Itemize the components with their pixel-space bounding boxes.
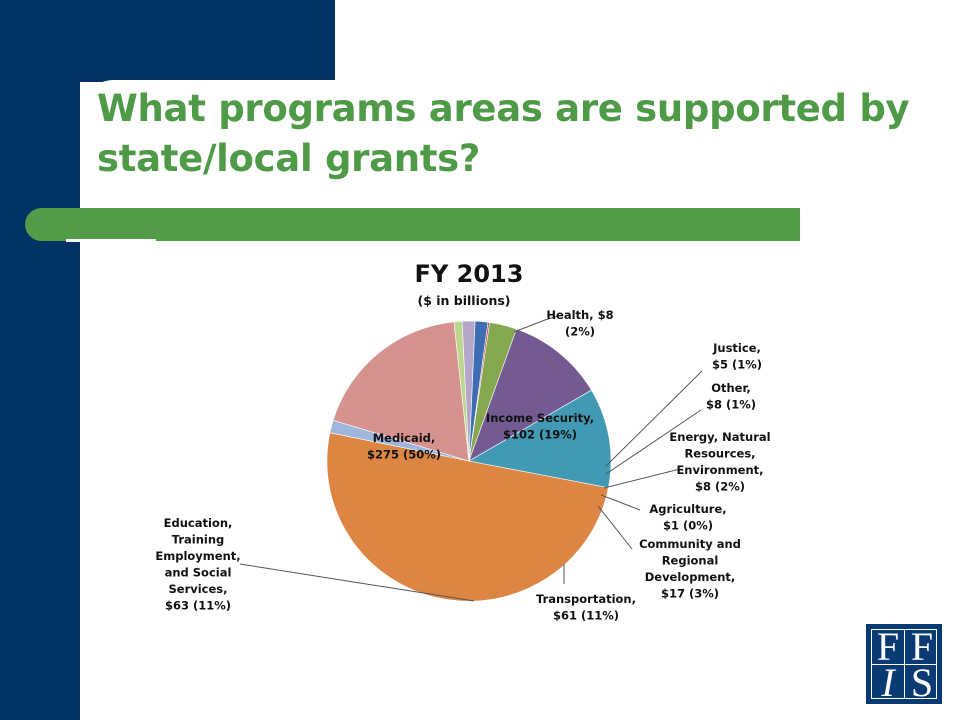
data-label-education-training-employment-and-social-services: Education, Training Employment, and Social S… bbox=[155, 516, 240, 613]
data-label-transportation: Transportation, $61 (11%) bbox=[536, 592, 636, 623]
data-label-line: $8 (2%) bbox=[695, 480, 745, 494]
data-label-income-security: Income Security, $102 (19%) bbox=[486, 411, 594, 442]
sidebar-navy-band bbox=[0, 0, 80, 720]
green-divider-bar bbox=[25, 208, 800, 241]
leader-line-education-training-employment-and-social-services bbox=[239, 563, 475, 602]
chart-title: FY 2013 bbox=[415, 260, 524, 288]
data-label-line: $8 (1%) bbox=[706, 398, 756, 412]
leader-line-other bbox=[605, 409, 702, 475]
data-label-line: Development, bbox=[645, 570, 736, 584]
data-label-line: Community and bbox=[639, 537, 741, 551]
data-label-line: Justice, bbox=[712, 341, 761, 355]
pie-slice-income-security bbox=[332, 321, 470, 462]
pie-slice-education-training-employment-and-social-services bbox=[468, 389, 612, 489]
logo-letter: F bbox=[876, 624, 900, 669]
data-label-line: Training bbox=[172, 533, 225, 547]
data-label-community-and-regional-development: Community and Regional Development, $17 (3%… bbox=[639, 537, 741, 601]
logo-letter: F bbox=[910, 624, 934, 669]
slide-title: What programs areas are supported by sta… bbox=[97, 87, 910, 180]
data-label-line: Other, bbox=[711, 381, 751, 395]
data-label-line: Environment, bbox=[676, 463, 763, 477]
data-label-line: and Social bbox=[165, 566, 232, 580]
logo-letter: I bbox=[881, 660, 895, 705]
data-label-energy-natural-resources-environment: Energy, Natural Resources, Environment, $8 … bbox=[669, 430, 770, 494]
leader-line-health bbox=[513, 315, 559, 333]
logo-letter: S bbox=[910, 660, 934, 705]
data-label-health: Health, $8 (2%) bbox=[546, 308, 613, 339]
data-label-other: Other, $8 (1%) bbox=[706, 381, 756, 412]
data-label-line: $1 (0%) bbox=[663, 519, 713, 533]
data-label-line: $61 (11%) bbox=[553, 609, 619, 623]
logo-divider-vertical bbox=[904, 629, 905, 699]
data-label-line: Services, bbox=[168, 582, 227, 596]
data-label-line: (2%) bbox=[565, 325, 595, 339]
data-label-line: Income Security, bbox=[486, 411, 594, 425]
leader-line-energy-natural-resources-environment bbox=[603, 468, 681, 489]
green-divider-notch bbox=[66, 239, 156, 242]
data-label-line: Health, $8 bbox=[546, 308, 613, 322]
leader-line-agriculture bbox=[600, 494, 641, 511]
data-label-line: Education, bbox=[164, 516, 233, 530]
data-label-agriculture: Agriculture, $1 (0%) bbox=[649, 502, 726, 533]
data-label-line: $5 (1%) bbox=[712, 358, 762, 372]
data-label-line: Employment, bbox=[155, 549, 240, 563]
data-label-line: Medicaid, bbox=[373, 431, 436, 445]
chart-subtitle: ($ in billions) bbox=[417, 293, 510, 308]
data-label-line: Resources, bbox=[684, 447, 755, 461]
pie-slice-transportation bbox=[468, 328, 592, 462]
data-label-line: Regional bbox=[662, 554, 719, 568]
data-label-line: $275 (50%) bbox=[367, 448, 441, 462]
ffis-logo: F F I S bbox=[866, 624, 942, 704]
data-label-line: $63 (11%) bbox=[165, 599, 231, 613]
pie-slice-medicaid bbox=[326, 432, 609, 602]
leader-line-community-and-regional-development bbox=[597, 505, 633, 550]
data-label-medicaid: Medicaid, $275 (50%) bbox=[367, 431, 441, 462]
data-label-line: $102 (19%) bbox=[503, 428, 577, 442]
data-label-line: $17 (3%) bbox=[661, 587, 719, 601]
data-label-line: Energy, Natural bbox=[669, 430, 770, 444]
leader-line-justice bbox=[605, 370, 703, 467]
data-label-justice: Justice, $5 (1%) bbox=[712, 341, 762, 372]
data-label-line: Agriculture, bbox=[649, 502, 726, 516]
data-label-line: Transportation, bbox=[536, 592, 636, 606]
